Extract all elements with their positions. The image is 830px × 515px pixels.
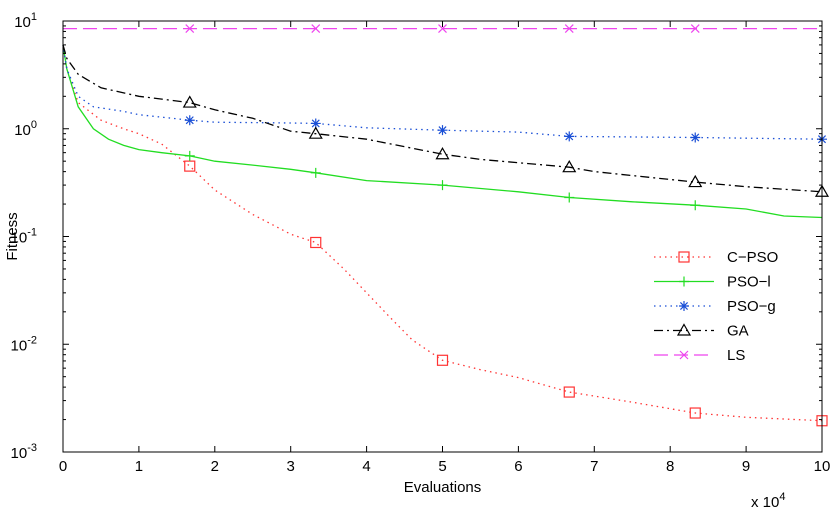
marker-cross xyxy=(311,24,321,34)
marker-triangle xyxy=(676,323,692,336)
marker-cross xyxy=(438,24,447,34)
axes-frame xyxy=(62,20,823,453)
y-tick-label: 100 xyxy=(14,119,37,139)
marker-plus xyxy=(679,276,689,287)
legend-label: PSO−l xyxy=(727,274,771,291)
y-axis-label: Fitness xyxy=(4,212,21,260)
marker-plus xyxy=(184,150,195,161)
marker-triangle xyxy=(435,147,450,160)
x-tick-label: 1 xyxy=(135,458,143,475)
series-0 xyxy=(62,44,828,427)
series-line xyxy=(62,44,823,422)
plot-area xyxy=(62,24,830,427)
legend-label: C−PSO xyxy=(727,249,778,266)
x-tick-label: 0 xyxy=(59,458,67,475)
marker-asterisk xyxy=(437,125,448,136)
marker-asterisk xyxy=(310,118,321,129)
marker-triangle xyxy=(182,95,197,108)
marker-asterisk xyxy=(690,132,701,143)
series-2 xyxy=(62,44,827,145)
marker-triangle xyxy=(562,159,577,173)
series-1 xyxy=(62,44,823,219)
x-tick-label: 8 xyxy=(666,458,674,475)
series-line xyxy=(62,44,823,140)
x-tick-label: 5 xyxy=(438,458,446,475)
x-tick-label: 3 xyxy=(287,458,295,475)
marker-triangle xyxy=(308,126,323,139)
y-tick-base: 10 xyxy=(14,122,31,139)
x-tick-label: 10 xyxy=(814,458,830,475)
legend-label: PSO−g xyxy=(727,298,776,315)
y-tick-exponent: -2 xyxy=(27,334,37,346)
x-tick-label: 4 xyxy=(362,458,370,475)
y-tick-exponent: 1 xyxy=(31,11,37,23)
y-tick-exponent: -1 xyxy=(27,227,37,239)
series-line xyxy=(62,44,823,193)
marker-square xyxy=(563,386,575,398)
y-tick-label: 101 xyxy=(14,11,37,31)
series-3 xyxy=(62,44,830,197)
marker-square xyxy=(678,251,690,263)
legend-label: GA xyxy=(727,323,749,340)
legend-label: LS xyxy=(727,347,745,364)
y-tick-exponent: 0 xyxy=(31,119,37,131)
y-tick-label: 10-1 xyxy=(11,227,37,247)
marker-cross xyxy=(679,350,689,360)
y-tick-base: 10 xyxy=(11,337,28,354)
marker-plus xyxy=(564,192,575,203)
marker-plus xyxy=(310,167,321,178)
x-tick-label: 9 xyxy=(742,458,750,475)
series-4 xyxy=(63,24,822,34)
marker-cross xyxy=(564,24,574,34)
x-tick-label: 6 xyxy=(514,458,522,475)
y-tick-exponent: -3 xyxy=(27,442,37,454)
marker-asterisk xyxy=(184,115,195,126)
x-tick-label: 7 xyxy=(590,458,598,475)
y-tick-label: 10-3 xyxy=(11,442,37,462)
x-axis-label: Evaluations xyxy=(404,479,482,496)
x-multiplier-exponent: 4 xyxy=(779,491,785,503)
legend: C−PSO PSO−l PSO−g GA LS xyxy=(654,249,778,364)
marker-cross xyxy=(185,24,195,34)
y-tick-base: 10 xyxy=(14,14,31,31)
marker-asterisk xyxy=(679,301,689,311)
y-tick-base: 10 xyxy=(11,230,28,247)
marker-square xyxy=(310,236,322,249)
marker-cross xyxy=(690,24,700,34)
y-tick-base: 10 xyxy=(11,445,28,462)
y-tick-label: 10-2 xyxy=(11,334,37,354)
marker-asterisk xyxy=(564,131,575,142)
marker-plus xyxy=(690,200,701,211)
marker-triangle xyxy=(688,174,703,188)
x-multiplier-label: x 104 xyxy=(751,491,785,511)
x-multiplier-base: x 10 xyxy=(751,494,779,511)
x-ticks: 0 1 2 3 4 5 6 7 8 9 10 xyxy=(59,21,830,475)
marker-square xyxy=(689,407,701,419)
marker-square xyxy=(184,160,196,172)
marker-plus xyxy=(437,180,448,191)
marker-square xyxy=(436,354,449,366)
x-tick-label: 2 xyxy=(211,458,219,475)
series-line xyxy=(62,44,823,219)
axes xyxy=(62,20,823,453)
